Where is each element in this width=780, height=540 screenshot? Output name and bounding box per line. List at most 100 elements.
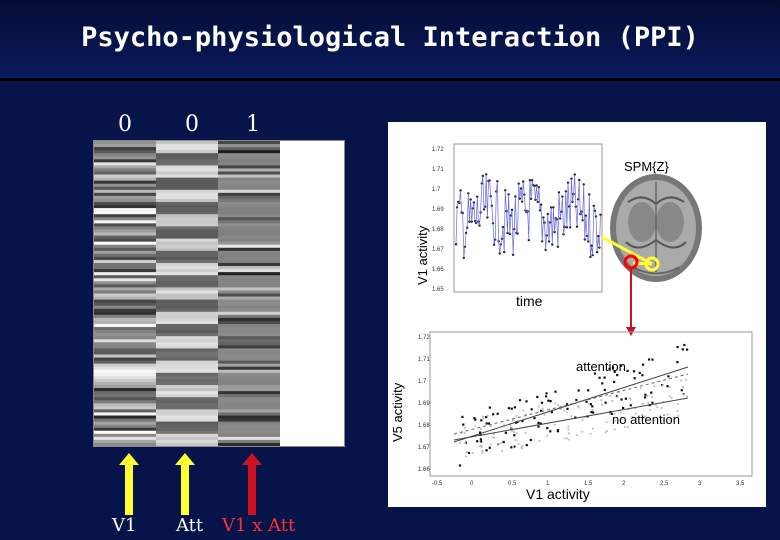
ppi-regressor-row xyxy=(218,348,280,352)
ppi-regressor-row xyxy=(218,202,280,206)
v1-regressor-row xyxy=(94,320,156,325)
att-regressor-row xyxy=(156,153,218,157)
attention-point xyxy=(680,389,683,392)
attention-point xyxy=(610,412,613,415)
no-attention-point xyxy=(513,431,516,433)
no-attention-point xyxy=(606,430,608,432)
ppi-regressor-row xyxy=(218,345,280,349)
no-attention-point xyxy=(482,417,485,420)
attention-point xyxy=(480,419,483,422)
ppi-regressor-row xyxy=(218,317,280,322)
v1-regressor-row xyxy=(94,424,156,429)
ppi-regressor-row xyxy=(218,272,280,276)
attention-point xyxy=(667,375,670,378)
ppi-regressor-row xyxy=(218,290,280,294)
no-attention-point xyxy=(576,434,578,436)
scatter-xlabel: V1 activity xyxy=(526,486,590,502)
ppi-regressor-row xyxy=(218,314,280,319)
scatter-xtick: 1.5 xyxy=(584,481,593,487)
title-bar: Psycho-physiological Interaction (PPI) xyxy=(0,0,780,81)
attention-point xyxy=(467,451,471,455)
scatter-ytick: 1.66 xyxy=(418,467,430,473)
att-regressor-row xyxy=(156,211,218,215)
v1-regressor-row xyxy=(94,217,156,221)
attention-point xyxy=(539,422,542,425)
v1-regressor-row xyxy=(94,348,156,352)
v1-roi-marker xyxy=(644,256,660,272)
no-attention-point xyxy=(566,411,568,414)
attention-point xyxy=(458,464,462,467)
att-regressor-row xyxy=(156,324,218,328)
ppi-regressor-row xyxy=(218,250,280,255)
no-attention-point xyxy=(682,386,684,388)
attention-point xyxy=(651,401,654,404)
timeseries-ytick: 1.72 xyxy=(432,147,444,153)
ppi-regressor-row xyxy=(218,354,280,358)
timeseries-ytick: 1.68 xyxy=(432,227,444,233)
ppi-regressor-row xyxy=(218,275,280,279)
attention-point xyxy=(603,388,606,392)
attention-point xyxy=(510,446,513,449)
attention-point xyxy=(592,411,595,414)
scatter-ylabel: V5 activity xyxy=(390,382,405,442)
v1-regressor-row xyxy=(94,327,156,331)
no-attention-point xyxy=(486,414,489,417)
attention-point xyxy=(603,376,606,379)
att-regressor-row xyxy=(156,229,218,233)
no-attention-point xyxy=(601,403,603,406)
no-attention-point xyxy=(490,425,492,428)
ppi-regressor-row xyxy=(218,141,280,145)
scatter-ytick: 1.68 xyxy=(418,423,430,429)
no-attention-point xyxy=(567,432,570,435)
ppi-regressor-row xyxy=(218,162,280,166)
ppi-regressor-row xyxy=(218,372,280,377)
v1-regressor-row xyxy=(94,177,156,182)
ppi-regressor-row xyxy=(218,330,280,334)
v1-regressor-row xyxy=(94,345,156,349)
v1-regressor-row xyxy=(94,324,156,328)
no-attention-point xyxy=(581,430,584,433)
regressor-label-att: Att xyxy=(176,515,204,536)
no-attention-point xyxy=(538,440,541,442)
ppi-regressor-row xyxy=(218,378,280,383)
no-attention-point xyxy=(605,421,608,423)
att-regressor-row xyxy=(156,302,218,307)
att-regressor-row xyxy=(156,171,218,175)
v1-regressor-row xyxy=(94,156,156,160)
no-attention-point xyxy=(683,393,685,396)
no-attention-point xyxy=(655,404,657,406)
att-regressor-row xyxy=(156,269,218,273)
no-attention-point xyxy=(520,447,523,450)
no-attention-point xyxy=(501,450,504,452)
ppi-regressor-row xyxy=(218,397,280,401)
attention-point xyxy=(641,374,644,377)
attention-point xyxy=(485,449,488,452)
ppi-regressor-row xyxy=(218,296,280,300)
v1-regressor-row xyxy=(94,375,156,380)
v1-regressor-row xyxy=(94,195,156,200)
attention-point xyxy=(515,421,518,424)
v1-regressor-row xyxy=(94,165,156,169)
attention-point xyxy=(540,409,543,412)
no-attention-point xyxy=(614,420,617,422)
no-attention-point xyxy=(656,406,659,409)
ppi-regressor-row xyxy=(218,223,280,227)
ppi-regressor-row xyxy=(218,391,280,395)
attention-point xyxy=(629,404,632,407)
attention-point xyxy=(547,399,550,402)
timeseries-axes xyxy=(453,143,603,293)
arrow-v1 xyxy=(119,453,139,515)
v1-regressor-row xyxy=(94,311,156,316)
att-regressor-row xyxy=(156,156,218,160)
attention-point xyxy=(507,407,511,410)
attention-point xyxy=(620,364,623,367)
v1-regressor-row xyxy=(94,168,156,172)
attention-point xyxy=(525,444,528,447)
attention-point xyxy=(683,343,686,347)
v1-regressor-row xyxy=(94,378,156,383)
att-regressor-row xyxy=(156,214,218,218)
no-attention-point xyxy=(478,445,481,447)
att-regressor-row xyxy=(156,226,218,230)
no-attention-point xyxy=(464,426,466,429)
att-regressor-row xyxy=(156,220,218,224)
